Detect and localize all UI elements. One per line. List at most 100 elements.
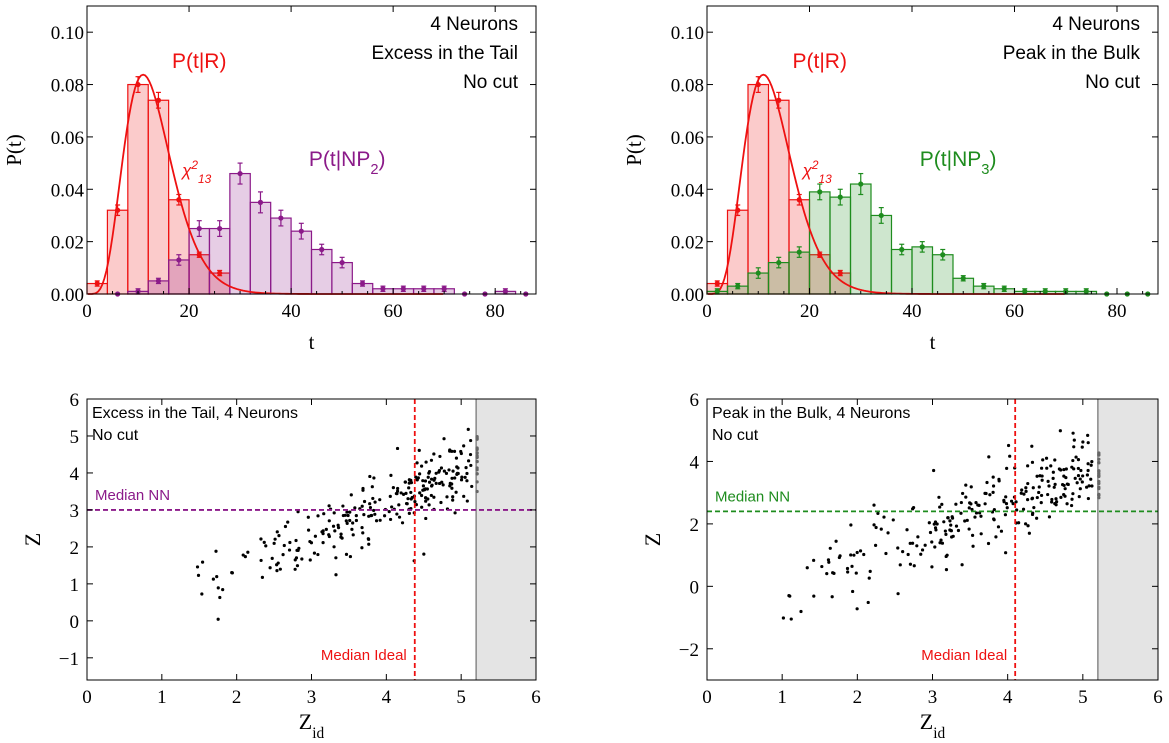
- x-tick-label: 6: [1153, 687, 1163, 708]
- scatter-point: [1051, 470, 1055, 474]
- bar: [788, 251, 811, 295]
- scatter-point: [450, 482, 454, 486]
- scatter-point: [1004, 495, 1008, 499]
- panel-1: 0 20 40 60 80 0.00 0.02 0.04 0.06 0.08 0.10 t P(t) 4 …: [2, 6, 536, 354]
- y-tick-label: 0: [690, 577, 700, 598]
- scatter-point: [1081, 474, 1085, 478]
- panel-2-frame: [706, 5, 1159, 295]
- scatter-point: [438, 454, 442, 459]
- scatter-point: [1026, 524, 1030, 528]
- scatter-point: [1046, 479, 1050, 483]
- scatter-point: [825, 572, 829, 576]
- scatter-point: [465, 499, 469, 503]
- data-point: [237, 170, 243, 177]
- scatter-point: [450, 486, 454, 490]
- scatter-point: [1097, 457, 1101, 461]
- series-label-r: P(t|R): [172, 50, 226, 73]
- scatter-point: [351, 533, 355, 537]
- scatter-point: [882, 515, 886, 519]
- scatter-point: [932, 468, 936, 473]
- scatter-point: [348, 518, 352, 523]
- scatter-point: [948, 519, 952, 523]
- scatter-point: [332, 545, 336, 549]
- scatter-point: [214, 549, 218, 553]
- scatter-point: [434, 481, 438, 486]
- bar: [808, 191, 831, 295]
- data-point: [817, 252, 823, 258]
- scatter-point: [827, 560, 831, 564]
- bar: [310, 248, 333, 295]
- scatter-point: [360, 525, 364, 530]
- scatter-point: [884, 551, 888, 556]
- scatter-point: [313, 534, 317, 538]
- scatter-point: [1079, 468, 1083, 473]
- x-tick-label: 60: [1005, 301, 1024, 322]
- scatter-point: [1076, 466, 1080, 471]
- scatter-point: [949, 523, 953, 527]
- scatter-point: [339, 535, 343, 539]
- scatter-point: [963, 519, 967, 523]
- scatter-point: [1097, 469, 1101, 473]
- data-point: [400, 286, 406, 292]
- scatter-point: [1026, 481, 1030, 486]
- scatter-point: [1089, 477, 1093, 481]
- scatter-point: [216, 617, 220, 621]
- bar: [229, 172, 251, 295]
- scatter-point: [834, 539, 838, 543]
- y-tick-label: 0.02: [671, 233, 704, 254]
- bar: [870, 214, 893, 295]
- scatter-point: [916, 535, 920, 539]
- scatter-point: [872, 523, 876, 527]
- scatter-point: [1062, 474, 1066, 478]
- scatter-point: [1041, 458, 1045, 462]
- x-tick-label: 5: [1078, 687, 1088, 708]
- data-point: [155, 97, 162, 103]
- scatter-point: [901, 549, 905, 554]
- scatter-point: [954, 524, 959, 528]
- scatter-point: [830, 595, 834, 599]
- scatter-point: [419, 493, 424, 498]
- scatter-point: [977, 503, 981, 508]
- scatter-point: [971, 544, 975, 548]
- scatter-point: [1039, 493, 1044, 498]
- annotation-line: Excess in the Tail: [372, 43, 518, 64]
- data-point: [94, 280, 100, 287]
- scatter-point: [459, 478, 464, 482]
- scatter-point: [475, 489, 479, 494]
- scatter-point: [259, 558, 263, 563]
- y-tick-label: 0.10: [51, 23, 84, 44]
- scatter-point: [370, 485, 374, 489]
- scatter-point: [1059, 495, 1063, 499]
- scatter-point: [360, 504, 364, 508]
- scatter-point: [447, 468, 451, 472]
- scatter-point: [781, 616, 785, 620]
- scatter-point: [466, 459, 471, 463]
- scatter-point: [1037, 490, 1041, 495]
- scatter-point: [286, 520, 290, 524]
- data-point: [1001, 286, 1007, 292]
- scatter-point: [353, 506, 357, 510]
- y-tick-label: 4: [70, 464, 80, 485]
- scatter-point: [942, 520, 946, 524]
- x-axis-label: Zid: [299, 709, 325, 738]
- scatter-point: [1008, 454, 1012, 458]
- scatter-point: [1071, 458, 1075, 463]
- scatter-point: [241, 553, 245, 557]
- scatter-point: [1086, 496, 1090, 501]
- scatter-point: [1026, 464, 1030, 468]
- scatter-point: [400, 521, 405, 525]
- scatter-point: [344, 519, 348, 523]
- scatter-point: [401, 492, 406, 496]
- scatter-point: [805, 566, 809, 570]
- scatter-point: [327, 504, 331, 508]
- data-point: [919, 244, 925, 250]
- y-tick-label: 0.08: [671, 76, 704, 97]
- scatter-point: [983, 491, 987, 495]
- scatter-point: [419, 464, 424, 468]
- scatter-point: [456, 466, 460, 470]
- scatter-point: [404, 491, 408, 495]
- scatter-point: [332, 511, 336, 515]
- scatter-point: [1019, 491, 1023, 495]
- scatter-point: [970, 507, 974, 512]
- annotation-line: 4 Neurons: [1052, 14, 1140, 35]
